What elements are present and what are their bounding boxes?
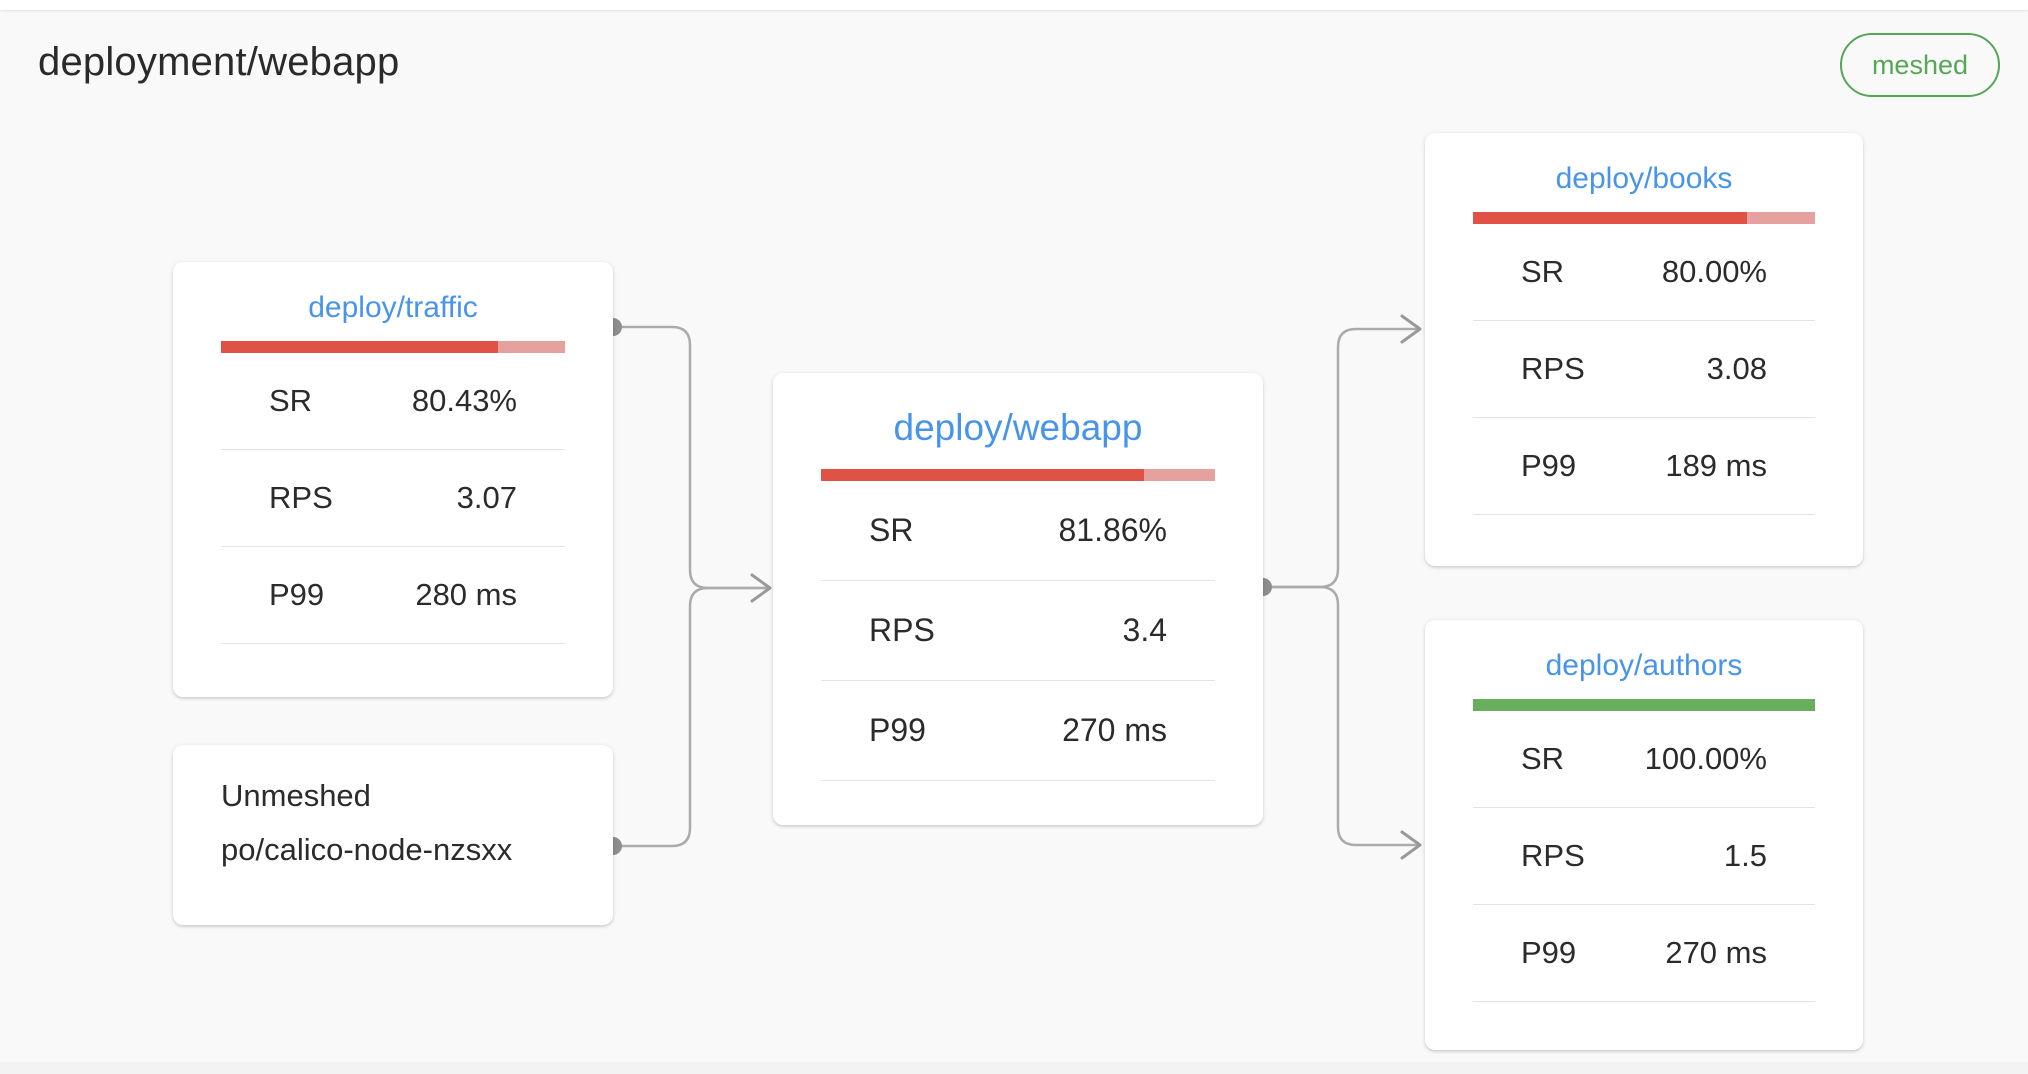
metric-label: P99 (869, 712, 926, 748)
node-link-deploy-webapp[interactable]: deploy/webapp (893, 407, 1143, 448)
metrics-table-webapp: SR 81.86% RPS 3.4 P99 270 ms (821, 481, 1215, 781)
metric-label: SR (1521, 741, 1565, 776)
metric-value: 270 ms (1062, 712, 1167, 748)
metric-label: SR (869, 512, 914, 548)
arrowhead-into-webapp (750, 573, 772, 603)
success-rate-fill-traffic (221, 341, 498, 353)
success-rate-bar-traffic (221, 341, 565, 353)
metric-label: RPS (869, 612, 935, 648)
arrowhead-into-authors (1400, 830, 1422, 860)
metric-value: 280 ms (415, 577, 517, 612)
metric-row-sr: SR 100.00% (1473, 711, 1815, 808)
node-link-deploy-authors[interactable]: deploy/authors (1545, 649, 1743, 682)
node-card-unmeshed[interactable]: Unmeshed po/calico-node-nzsxx (173, 745, 613, 925)
metrics-table-authors: SR 100.00% RPS 1.5 P99 270 ms (1473, 711, 1815, 1002)
success-rate-fill-books (1473, 212, 1747, 224)
meshed-status-badge: meshed (1839, 33, 2000, 97)
metric-row-sr: SR 81.86% (821, 481, 1215, 581)
metric-row-rps: RPS 3.07 (221, 450, 565, 547)
edge-unmeshed-to-webapp (613, 586, 768, 848)
page-title: deployment/webapp (38, 40, 400, 84)
metric-value: 81.86% (1058, 512, 1167, 548)
metric-label: SR (1521, 254, 1565, 289)
arrowhead-into-books (1400, 314, 1422, 344)
node-link-deploy-books[interactable]: deploy/books (1555, 162, 1733, 195)
metric-row-p99: P99 270 ms (821, 681, 1215, 781)
metric-value: 1.5 (1723, 838, 1767, 873)
edge-webapp-to-authors (1263, 585, 1418, 847)
metric-value: 3.08 (1706, 351, 1767, 386)
page-bottom-edge (0, 1062, 2028, 1074)
metric-value: 189 ms (1665, 448, 1767, 483)
metric-value: 80.00% (1661, 254, 1767, 289)
metrics-table-books: SR 80.00% RPS 3.08 P99 189 ms (1473, 224, 1815, 515)
metric-label: SR (269, 383, 313, 418)
success-rate-bar-authors (1473, 699, 1815, 711)
metric-label: P99 (1521, 935, 1577, 970)
metric-row-rps: RPS 1.5 (1473, 808, 1815, 905)
metric-label: P99 (269, 577, 325, 612)
success-rate-bar-webapp (821, 469, 1215, 481)
unmeshed-label: Unmeshed (221, 778, 371, 813)
metric-value: 270 ms (1665, 935, 1767, 970)
metric-row-p99: P99 280 ms (221, 547, 565, 644)
metric-label: RPS (1521, 351, 1585, 386)
node-card-deploy-authors[interactable]: deploy/authors SR 100.00% RPS 1.5 P99 27… (1425, 620, 1863, 1050)
metric-row-rps: RPS 3.08 (1473, 321, 1815, 418)
node-link-deploy-traffic[interactable]: deploy/traffic (308, 291, 478, 324)
metrics-table-traffic: SR 80.43% RPS 3.07 P99 280 ms (221, 353, 565, 644)
node-card-deploy-webapp[interactable]: deploy/webapp SR 81.86% RPS 3.4 P99 270 … (773, 373, 1263, 825)
node-card-deploy-traffic[interactable]: deploy/traffic SR 80.43% RPS 3.07 P99 28… (173, 262, 613, 697)
metric-row-p99: P99 270 ms (1473, 905, 1815, 1002)
metric-row-sr: SR 80.00% (1473, 224, 1815, 321)
success-rate-fill-authors (1473, 699, 1815, 711)
node-card-deploy-books[interactable]: deploy/books SR 80.00% RPS 3.08 P99 189 … (1425, 133, 1863, 566)
success-rate-fill-webapp (821, 469, 1144, 481)
success-rate-bar-books (1473, 212, 1815, 224)
metric-label: P99 (1521, 448, 1577, 483)
metric-label: RPS (1521, 838, 1585, 873)
navbar-bottom-edge (0, 0, 2028, 10)
meshed-badge-label: meshed (1871, 49, 1968, 80)
metric-row-p99: P99 189 ms (1473, 418, 1815, 515)
metric-value: 3.07 (456, 480, 517, 515)
metric-value: 80.43% (411, 383, 517, 418)
metric-row-sr: SR 80.43% (221, 353, 565, 450)
metric-label: RPS (269, 480, 333, 515)
unmeshed-pod-name: po/calico-node-nzsxx (221, 832, 513, 867)
metric-value: 100.00% (1644, 741, 1767, 776)
metric-row-rps: RPS 3.4 (821, 581, 1215, 681)
edge-traffic-to-webapp (613, 325, 768, 590)
metric-value: 3.4 (1122, 612, 1167, 648)
edge-webapp-to-books (1263, 327, 1418, 589)
